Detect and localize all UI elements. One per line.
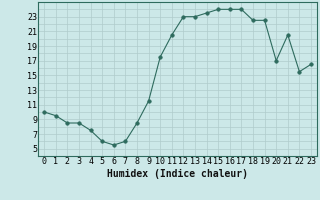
X-axis label: Humidex (Indice chaleur): Humidex (Indice chaleur) xyxy=(107,169,248,179)
